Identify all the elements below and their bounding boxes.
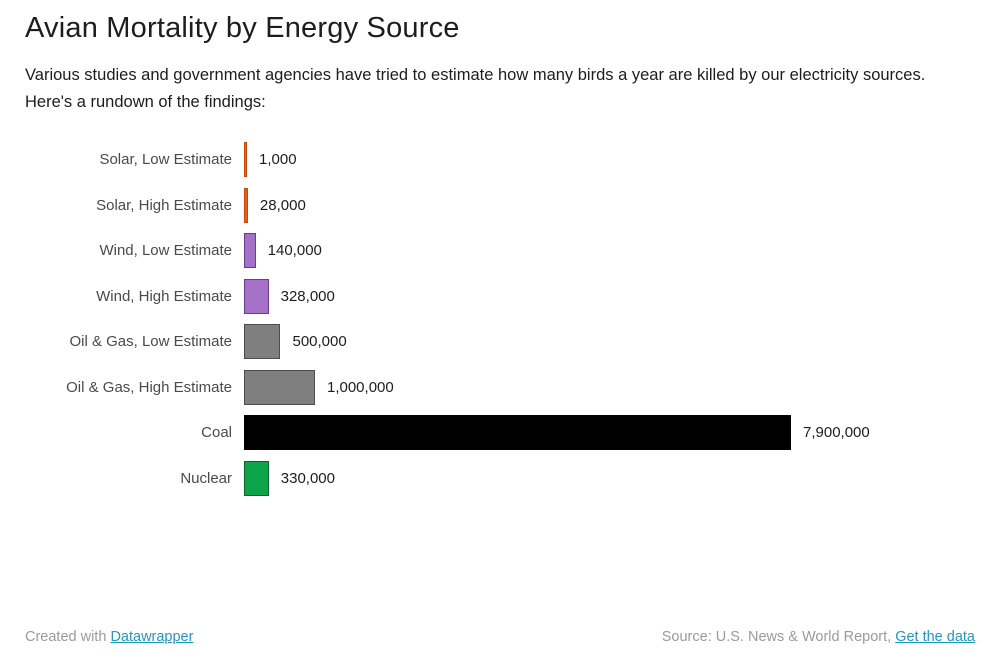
bar-row-label: Solar, Low Estimate [99, 151, 232, 169]
bar [244, 187, 248, 223]
bar-row: Wind, High Estimate 328,000 [25, 274, 975, 320]
bar-row-label: Wind, High Estimate [96, 287, 232, 305]
bar-chart: Solar, Low Estimate 1,000 Solar, High Esti… [25, 137, 975, 501]
bar-row-label: Solar, High Estimate [96, 196, 232, 214]
bar-value-label: 1,000,000 [326, 378, 394, 396]
bar-row: Solar, High Estimate 28,000 [25, 183, 975, 229]
chart-description: Various studies and government agencies … [25, 66, 926, 111]
bar [244, 278, 269, 314]
bar-row-label: Coal [201, 424, 232, 442]
bar-row: Solar, Low Estimate 1,000 [25, 137, 975, 183]
bar [244, 369, 315, 405]
chart-footer: Created with Datawrapper Source: U.S. Ne… [25, 629, 975, 645]
chart-title: Avian Mortality by Energy Source [25, 12, 460, 44]
source-label: Source: U.S. News & World Report, [661, 629, 892, 645]
bar-row-label: Nuclear [180, 469, 232, 487]
bar [244, 324, 281, 360]
bar-row: Oil & Gas, High Estimate 1,000,000 [25, 365, 975, 411]
bar-row: Coal 7,900,000 [25, 410, 975, 456]
bar-value-label: 140,000 [267, 242, 322, 260]
bar-value-label: 500,000 [292, 333, 347, 351]
bar-row-label: Oil & Gas, Low Estimate [69, 333, 232, 351]
bar [244, 415, 791, 451]
bar-value-label: 1,000 [259, 151, 297, 169]
created-with-label: Created with [25, 629, 107, 645]
footer-source: Source: U.S. News & World Report, Get th… [662, 629, 975, 645]
bar-row: Wind, Low Estimate 140,000 [25, 228, 975, 274]
bar [244, 233, 256, 269]
bar-value-label: 330,000 [280, 469, 335, 487]
bar-row-label: Oil & Gas, High Estimate [66, 378, 232, 396]
get-the-data-link[interactable]: Get the data [895, 629, 975, 645]
bar-row: Oil & Gas, Low Estimate 500,000 [25, 319, 975, 365]
bar [244, 460, 269, 496]
datawrapper-link[interactable]: Datawrapper [110, 629, 194, 645]
bar-row-label: Wind, Low Estimate [99, 242, 232, 260]
bar-value-label: 328,000 [280, 287, 335, 305]
bar-value-label: 28,000 [259, 196, 306, 214]
bar [244, 142, 247, 178]
footer-attribution: Created with Datawrapper [25, 629, 193, 645]
bar-value-label: 7,900,000 [803, 424, 870, 442]
bar-row: Nuclear 330,000 [25, 456, 975, 502]
